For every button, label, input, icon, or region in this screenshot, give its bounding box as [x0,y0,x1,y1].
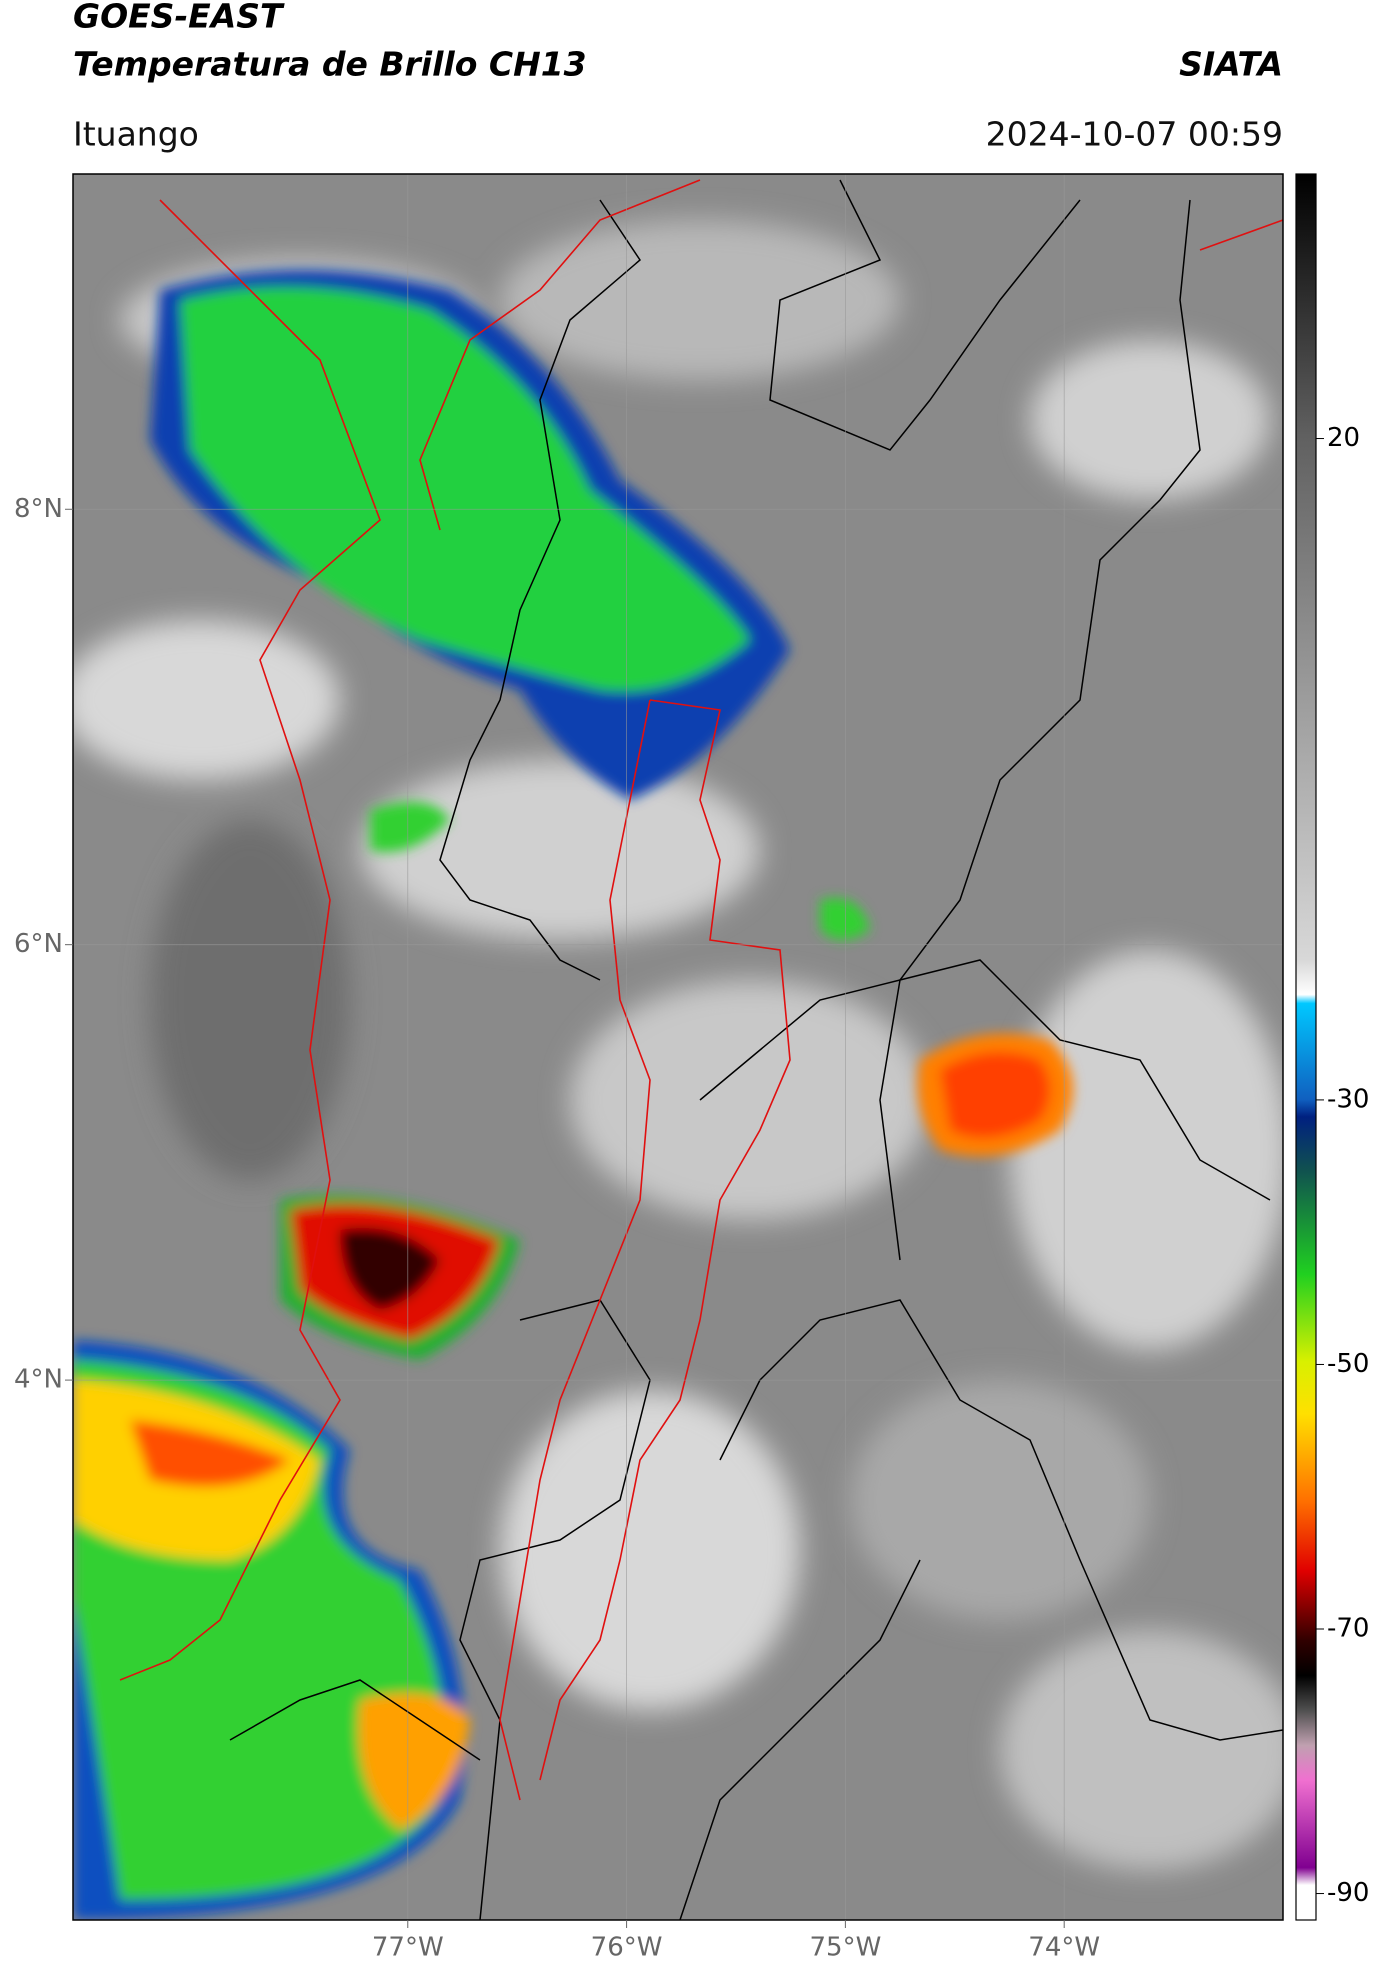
title: GOES-EAST [73,0,285,36]
satellite-image [73,174,1283,1920]
subtitle: Temperatura de Brillo CH13 [73,45,587,84]
colorbar-tick-label: -30 [1327,1084,1369,1114]
colorbar-tick-label: -70 [1327,1614,1369,1644]
y-tick-label: 8°N [14,494,63,524]
x-tick-label: 77°W [372,1933,444,1963]
location: Ituango [73,115,199,154]
y-tick-label: 4°N [14,1365,63,1395]
colorbar [1295,173,1317,1921]
x-tick-label: 74°W [1028,1933,1100,1963]
x-tick-label: 76°W [591,1933,663,1963]
colorbar-tick-label: -90 [1327,1878,1369,1908]
brand: SIATA [1179,45,1283,84]
x-tick-label: 75°W [809,1933,881,1963]
datetime: 2024-10-07 00:59 [986,115,1283,154]
colorbar-tick-label: -50 [1327,1349,1369,1379]
y-tick-label: 6°N [14,929,63,959]
map-frame [72,173,1284,1921]
colorbar-tick-label: 20 [1327,423,1360,453]
